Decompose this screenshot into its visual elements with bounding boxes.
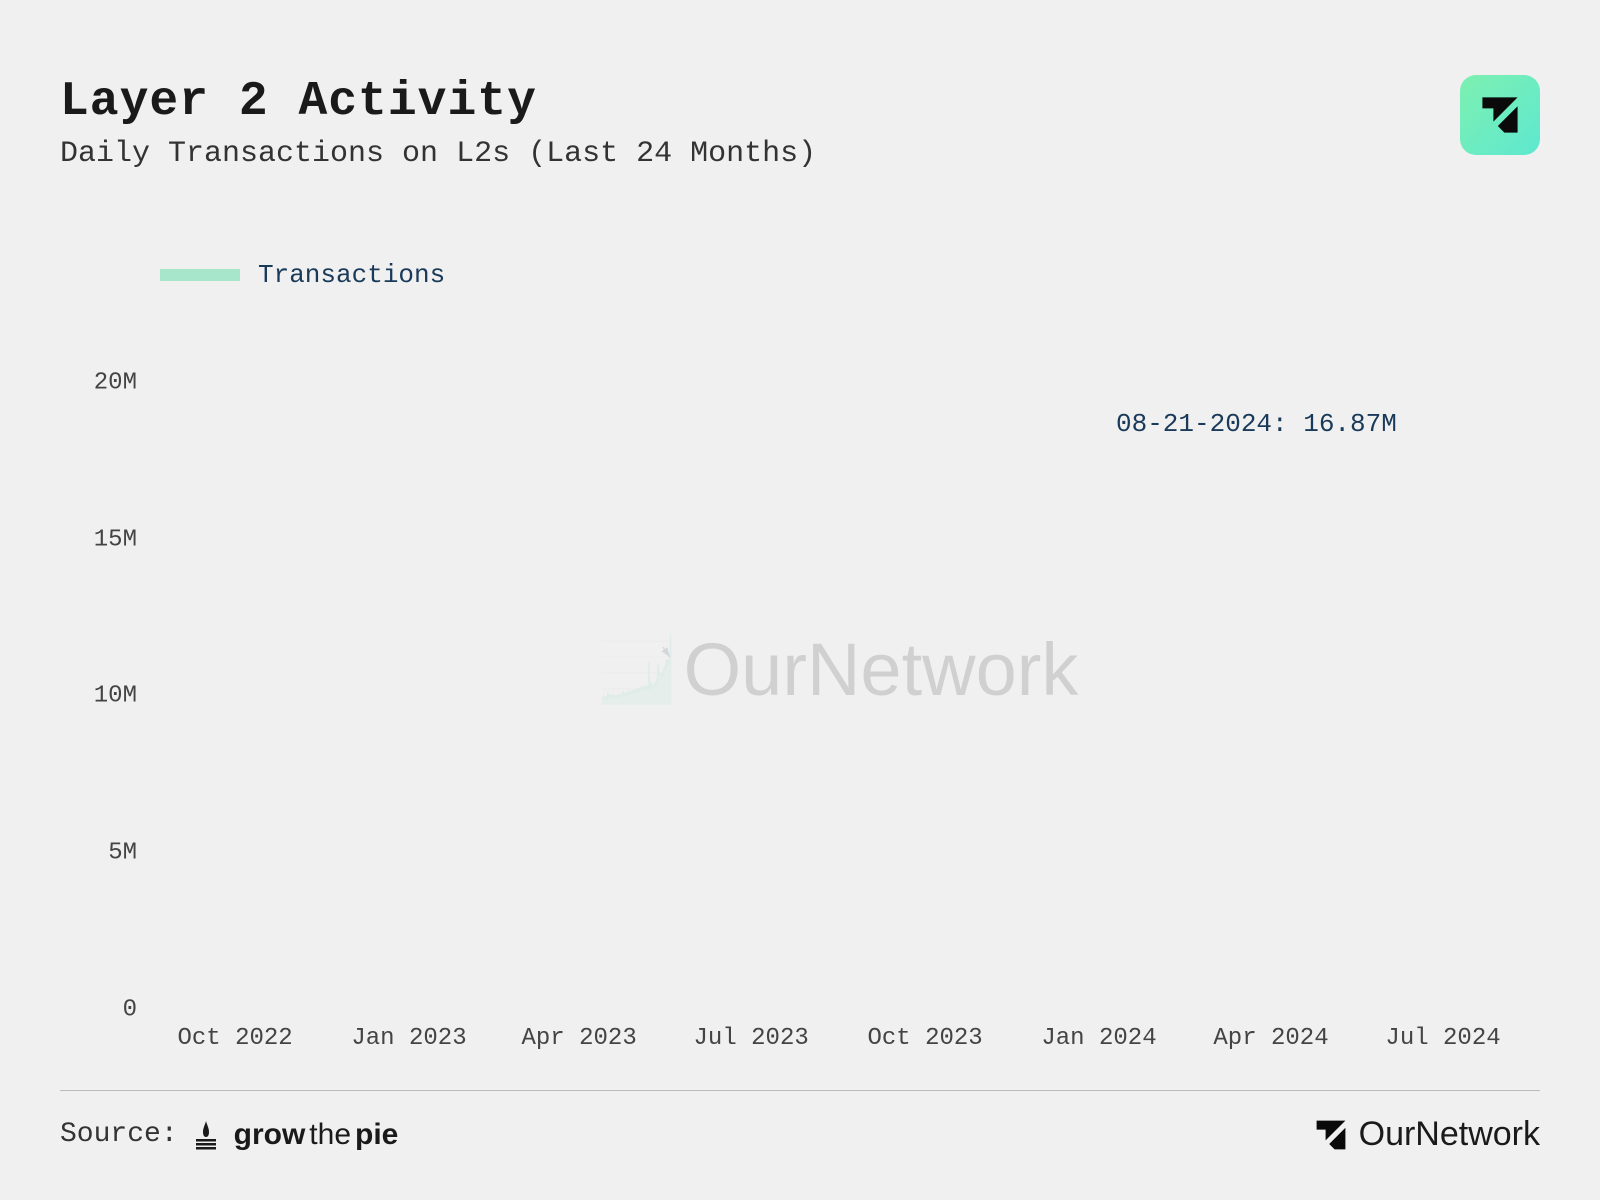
x-tick-label: Apr 2023 bbox=[522, 1025, 637, 1052]
x-tick-label: Oct 2022 bbox=[177, 1025, 292, 1052]
x-tick-label: Apr 2024 bbox=[1213, 1025, 1328, 1052]
footer-brand-text: OurNetwork bbox=[1359, 1115, 1540, 1154]
x-tick-label: Jan 2024 bbox=[1041, 1025, 1156, 1052]
chart-subtitle: Daily Transactions on L2s (Last 24 Month… bbox=[60, 137, 1540, 171]
x-tick-label: Jul 2024 bbox=[1385, 1025, 1500, 1052]
chart-frame: Transactions 0 5M 10M 15M 20M OurNetwork 08-… bbox=[60, 260, 1540, 1070]
x-tick-label: Jan 2023 bbox=[351, 1025, 466, 1052]
legend: Transactions bbox=[160, 260, 445, 290]
x-tick-label: Jul 2023 bbox=[694, 1025, 809, 1052]
source-name-bold-2: pie bbox=[355, 1118, 398, 1152]
chart-header: Layer 2 Activity Daily Transactions on L… bbox=[60, 75, 1540, 171]
y-tick-label: 5M bbox=[108, 840, 137, 867]
y-tick-label: 20M bbox=[94, 369, 137, 396]
footer-brand: OurNetwork bbox=[1313, 1115, 1540, 1154]
callout-annotation: 08-21-2024: 16.87M bbox=[1116, 409, 1397, 439]
source-name: growthepie bbox=[234, 1118, 399, 1152]
source-logo-icon bbox=[190, 1119, 222, 1151]
footer: Source: growthepie OurNetwork bbox=[60, 1090, 1540, 1160]
chart-title: Layer 2 Activity bbox=[60, 75, 1540, 129]
source-label: Source: bbox=[60, 1119, 178, 1150]
x-axis: Oct 2022 Jan 2023 Apr 2023 Jul 2023 Oct 2023… bbox=[150, 1015, 1530, 1070]
footer-brand-icon bbox=[1313, 1117, 1349, 1153]
legend-swatch bbox=[160, 269, 240, 281]
x-tick-label: Oct 2023 bbox=[867, 1025, 982, 1052]
y-tick-label: 0 bbox=[123, 997, 137, 1024]
brand-logo-badge bbox=[1460, 75, 1540, 155]
plot-area: OurNetwork 08-21-2024: 16.87M bbox=[150, 320, 1530, 1010]
y-tick-label: 15M bbox=[94, 526, 137, 553]
brand-glyph-icon bbox=[1478, 93, 1522, 137]
legend-label: Transactions bbox=[258, 260, 445, 290]
source-name-thin: the bbox=[309, 1118, 351, 1152]
y-tick-label: 10M bbox=[94, 683, 137, 710]
y-axis: 05M10M15M20M bbox=[60, 320, 145, 1010]
source-attribution: Source: growthepie bbox=[60, 1118, 398, 1152]
source-name-bold-1: grow bbox=[234, 1118, 306, 1152]
